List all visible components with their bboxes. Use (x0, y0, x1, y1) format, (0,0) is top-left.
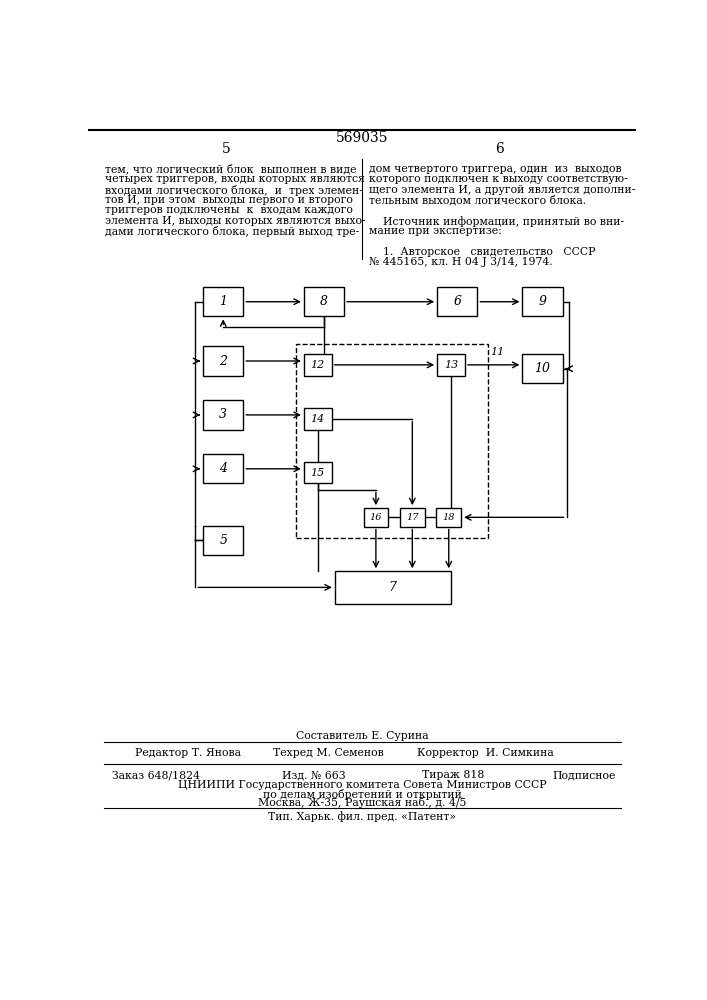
Text: Подписное: Подписное (552, 770, 615, 780)
Text: Москва, Ж-35, Раушская наб., д. 4/5: Москва, Ж-35, Раушская наб., д. 4/5 (258, 797, 466, 808)
Text: 2: 2 (219, 355, 227, 368)
Bar (304, 462, 332, 483)
Text: Редактор Т. Янова: Редактор Т. Янова (135, 748, 241, 758)
Text: элемента И, выходы которых являются выхо-: элемента И, выходы которых являются выхо… (105, 216, 366, 226)
Bar (203, 346, 243, 376)
Text: ЦНИИПИ Государственного комитета Совета Министров СССР: ЦНИИПИ Государственного комитета Совета … (177, 780, 547, 790)
Bar (304, 354, 332, 376)
Text: 7: 7 (389, 581, 397, 594)
Bar (363, 508, 388, 527)
Text: которого подключен к выходу соответствую-: которого подключен к выходу соответствую… (369, 174, 628, 184)
Text: 569035: 569035 (336, 131, 388, 145)
Text: тельным выходом логического блока.: тельным выходом логического блока. (369, 195, 586, 206)
Bar (203, 400, 243, 430)
Text: 11: 11 (491, 347, 505, 357)
Text: 6: 6 (453, 295, 461, 308)
Text: мание при экспертизе:: мание при экспертизе: (369, 226, 502, 236)
Text: Изд. № 663: Изд. № 663 (282, 770, 346, 780)
Bar (304, 287, 344, 316)
Bar (437, 354, 465, 376)
Text: тем, что логический блок  выполнен в виде: тем, что логический блок выполнен в виде (105, 164, 357, 175)
Text: 5: 5 (222, 142, 230, 156)
Text: Заказ 648/1824: Заказ 648/1824 (112, 770, 199, 780)
Bar (400, 508, 425, 527)
Text: четырех триггеров, входы которых являются: четырех триггеров, входы которых являютс… (105, 174, 366, 184)
Text: 14: 14 (310, 414, 325, 424)
Text: тов И, при этом  выходы первого и второго: тов И, при этом выходы первого и второго (105, 195, 354, 205)
Text: входами логического блока,  и  трех элемен-: входами логического блока, и трех элемен… (105, 185, 363, 196)
Text: 6: 6 (495, 142, 503, 156)
Text: 15: 15 (310, 468, 325, 478)
Text: Техред М. Семенов: Техред М. Семенов (273, 748, 384, 758)
Text: 18: 18 (443, 513, 455, 522)
Text: 10: 10 (534, 362, 551, 375)
Bar (522, 354, 563, 383)
Text: дами логического блока, первый выход тре-: дами логического блока, первый выход тре… (105, 226, 360, 237)
Bar (437, 287, 477, 316)
Text: Источник информации, принятый во вни-: Источник информации, принятый во вни- (369, 216, 624, 227)
Text: Корректор  И. Симкина: Корректор И. Симкина (416, 748, 554, 758)
Text: 1.  Авторское   свидетельство   СССР: 1. Авторское свидетельство СССР (369, 247, 595, 257)
Bar (436, 508, 461, 527)
Text: 13: 13 (444, 360, 458, 370)
Text: 16: 16 (370, 513, 382, 522)
Text: 5: 5 (219, 534, 227, 547)
Text: Тираж 818: Тираж 818 (421, 770, 484, 780)
Bar (296, 344, 489, 538)
Text: 8: 8 (320, 295, 328, 308)
Text: щего элемента И, а другой является дополни-: щего элемента И, а другой является допол… (369, 185, 636, 195)
Text: 12: 12 (310, 360, 325, 370)
Text: триггеров подключены  к  входам каждого: триггеров подключены к входам каждого (105, 205, 354, 215)
Text: 9: 9 (539, 295, 547, 308)
Text: 4: 4 (219, 462, 227, 475)
Text: Тип. Харьк. фил. пред. «Патент»: Тип. Харьк. фил. пред. «Патент» (268, 811, 456, 822)
Text: Составитель Е. Сурина: Составитель Е. Сурина (296, 731, 428, 741)
Bar (335, 571, 451, 604)
Text: дом четвертого триггера, один  из  выходов: дом четвертого триггера, один из выходов (369, 164, 621, 174)
Bar (203, 287, 243, 316)
Text: 1: 1 (219, 295, 227, 308)
Text: по делам изобретений и открытий: по делам изобретений и открытий (262, 789, 462, 800)
Text: 17: 17 (406, 513, 419, 522)
Text: № 445165, кл. Н 04 J 3/14, 1974.: № 445165, кл. Н 04 J 3/14, 1974. (369, 257, 553, 267)
Bar (203, 526, 243, 555)
Bar (203, 454, 243, 483)
Bar (304, 408, 332, 430)
Text: 3: 3 (219, 408, 227, 421)
Bar (522, 287, 563, 316)
